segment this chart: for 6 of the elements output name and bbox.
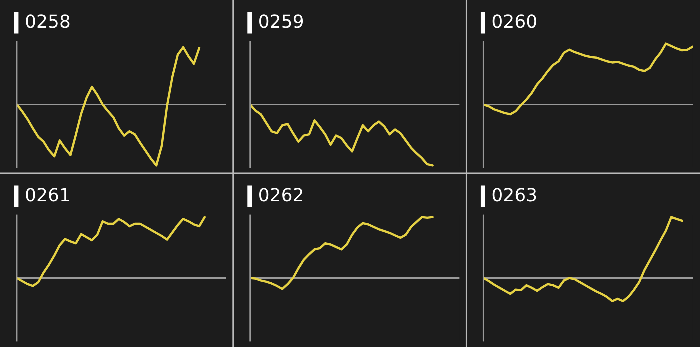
chart-title: 0258	[26, 14, 70, 28]
chart-title: 0263	[492, 188, 536, 202]
chart-title: 0260	[492, 14, 536, 28]
chart-title: 0259	[260, 14, 304, 28]
chart-title: 0261	[26, 188, 70, 202]
chart-title: 0262	[260, 188, 302, 202]
